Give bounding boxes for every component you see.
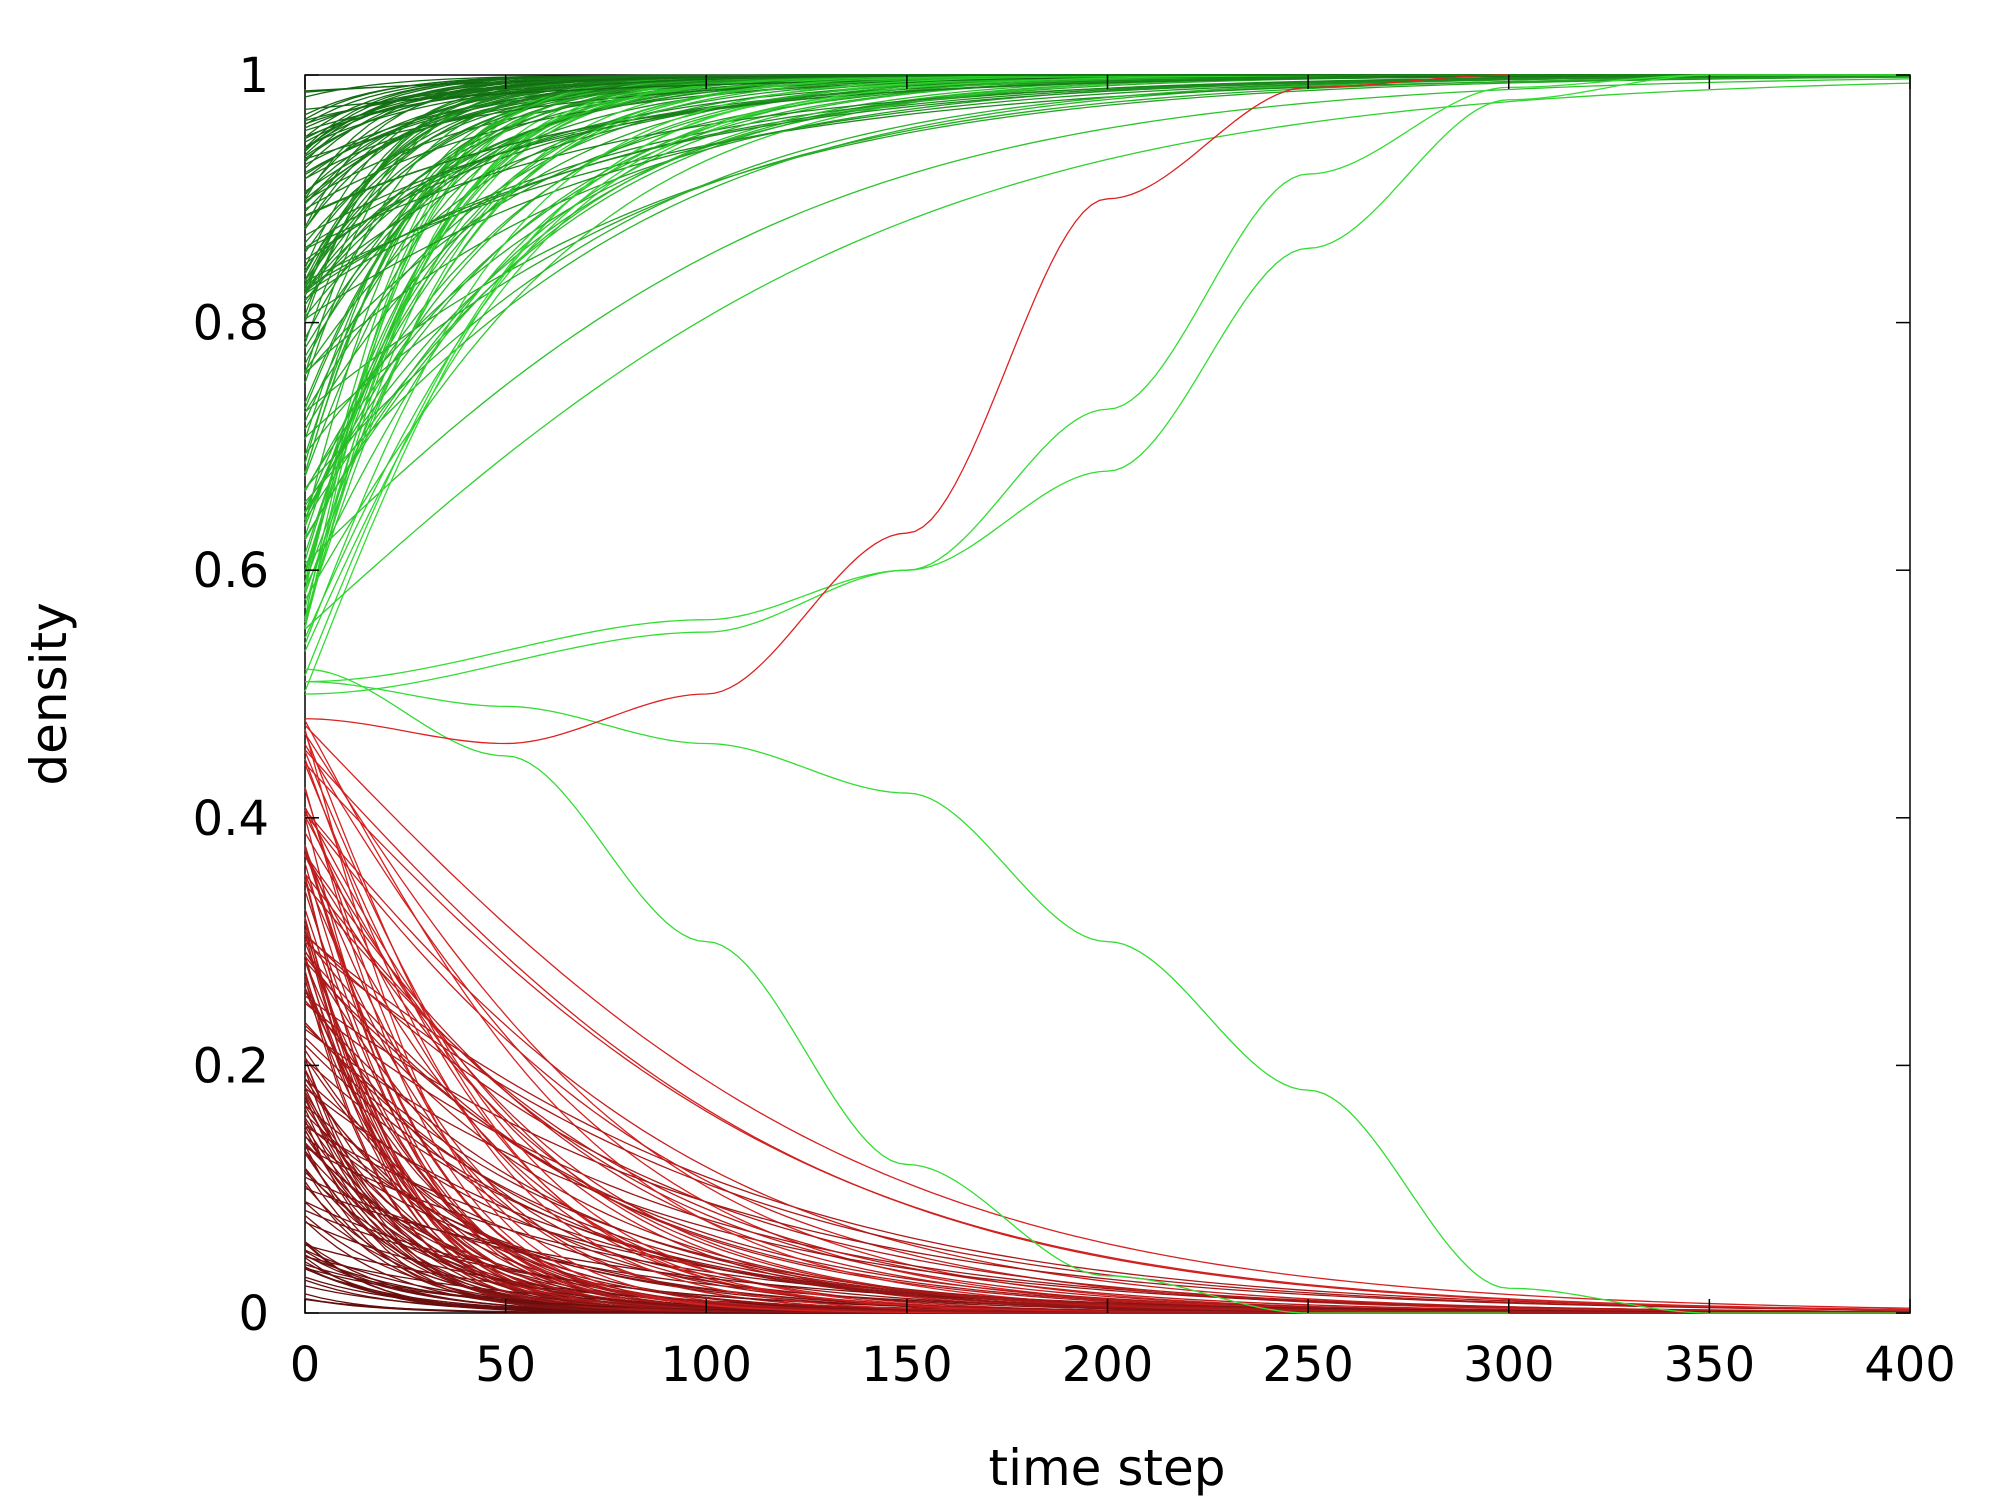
rising-trajectory-line xyxy=(304,74,1910,525)
falling-trajectory-line xyxy=(304,724,1911,1309)
rising-trajectory-line xyxy=(304,78,1911,565)
rising-trajectory-line xyxy=(304,74,1911,492)
rising-trajectory-line xyxy=(304,74,1910,676)
rising-trajectory-line xyxy=(304,74,1910,527)
falling-trajectory-line xyxy=(304,855,1910,1314)
falling-trajectory-line xyxy=(304,908,1910,1314)
rising-trajectory-line xyxy=(304,75,1911,439)
highlight-trajectory-line xyxy=(304,74,1910,683)
x-tick-label: 400 xyxy=(1864,1337,1956,1393)
series-lines xyxy=(304,74,1911,1314)
y-tick-label: 0.6 xyxy=(193,543,269,599)
x-tick-label: 50 xyxy=(475,1337,536,1393)
rising-trajectory-line xyxy=(304,74,1910,554)
rising-trajectory-line xyxy=(304,74,1910,627)
falling-trajectory-line xyxy=(304,763,1911,1311)
x-tick-label: 150 xyxy=(861,1337,953,1393)
axis-ticks: 0 50 100 150 200 250 300 350 400 0 0.2 0.4 0.6 0.8 1 xyxy=(193,48,1956,1393)
rising-trajectory-line xyxy=(304,75,1911,300)
falling-trajectory-line xyxy=(304,809,1911,1313)
falling-trajectory-line xyxy=(304,1094,1910,1314)
x-tick-label: 300 xyxy=(1463,1337,1555,1393)
y-tick-label: 0.2 xyxy=(193,1038,269,1094)
falling-trajectory-line xyxy=(304,832,1911,1314)
rising-trajectory-line xyxy=(304,74,1910,623)
falling-trajectory-line xyxy=(304,862,1910,1314)
x-tick-label: 250 xyxy=(1262,1337,1354,1393)
rising-trajectory-line xyxy=(304,74,1910,490)
x-tick-label: 350 xyxy=(1664,1337,1756,1393)
falling-trajectory-line xyxy=(304,960,1911,1314)
falling-trajectory-line xyxy=(304,960,1910,1314)
y-axis-label: density xyxy=(20,602,78,785)
falling-trajectory-line xyxy=(304,933,1911,1313)
falling-trajectory-line xyxy=(304,733,1911,1314)
rising-trajectory-line xyxy=(304,74,1910,572)
highlight-trajectory-line xyxy=(304,680,1910,1314)
x-tick-label: 200 xyxy=(1062,1337,1154,1393)
falling-trajectory-line xyxy=(304,1024,1911,1314)
rising-trajectory-line xyxy=(304,82,1911,630)
falling-trajectory-line xyxy=(304,729,1910,1314)
rising-trajectory-line xyxy=(304,74,1911,376)
plot-frame xyxy=(304,74,1911,1314)
highlight-trajectory-line xyxy=(304,74,1910,695)
rising-trajectory-line xyxy=(304,74,1910,384)
y-tick-label: 0.4 xyxy=(193,791,269,847)
y-tick-label: 0.8 xyxy=(193,296,269,352)
y-tick-label: 0 xyxy=(238,1286,269,1342)
falling-trajectory-line xyxy=(304,816,1910,1314)
falling-trajectory-line xyxy=(304,1119,1910,1314)
falling-trajectory-line xyxy=(304,960,1910,1314)
rising-trajectory-line xyxy=(304,74,1910,609)
rising-trajectory-line xyxy=(304,74,1910,339)
y-tick-label: 1 xyxy=(238,48,269,104)
x-tick-label: 0 xyxy=(290,1337,321,1393)
rising-trajectory-line xyxy=(304,74,1910,692)
rising-trajectory-line xyxy=(304,74,1910,592)
falling-trajectory-line xyxy=(304,813,1911,1313)
rising-trajectory-line xyxy=(304,74,1911,541)
x-axis-label: time step xyxy=(988,1439,1225,1497)
rising-trajectory-line xyxy=(304,74,1910,621)
falling-trajectory-line xyxy=(304,744,1911,1314)
falling-trajectory-line xyxy=(304,751,1910,1314)
x-tick-label: 100 xyxy=(660,1337,752,1393)
falling-trajectory-line xyxy=(304,883,1911,1314)
falling-trajectory-line xyxy=(304,749,1911,1311)
falling-trajectory-line xyxy=(304,809,1910,1314)
rising-trajectory-line xyxy=(304,74,1911,302)
falling-trajectory-line xyxy=(304,732,1910,1314)
rising-trajectory-line xyxy=(304,74,1910,440)
falling-trajectory-line xyxy=(304,815,1911,1314)
rising-trajectory-line xyxy=(304,74,1910,595)
